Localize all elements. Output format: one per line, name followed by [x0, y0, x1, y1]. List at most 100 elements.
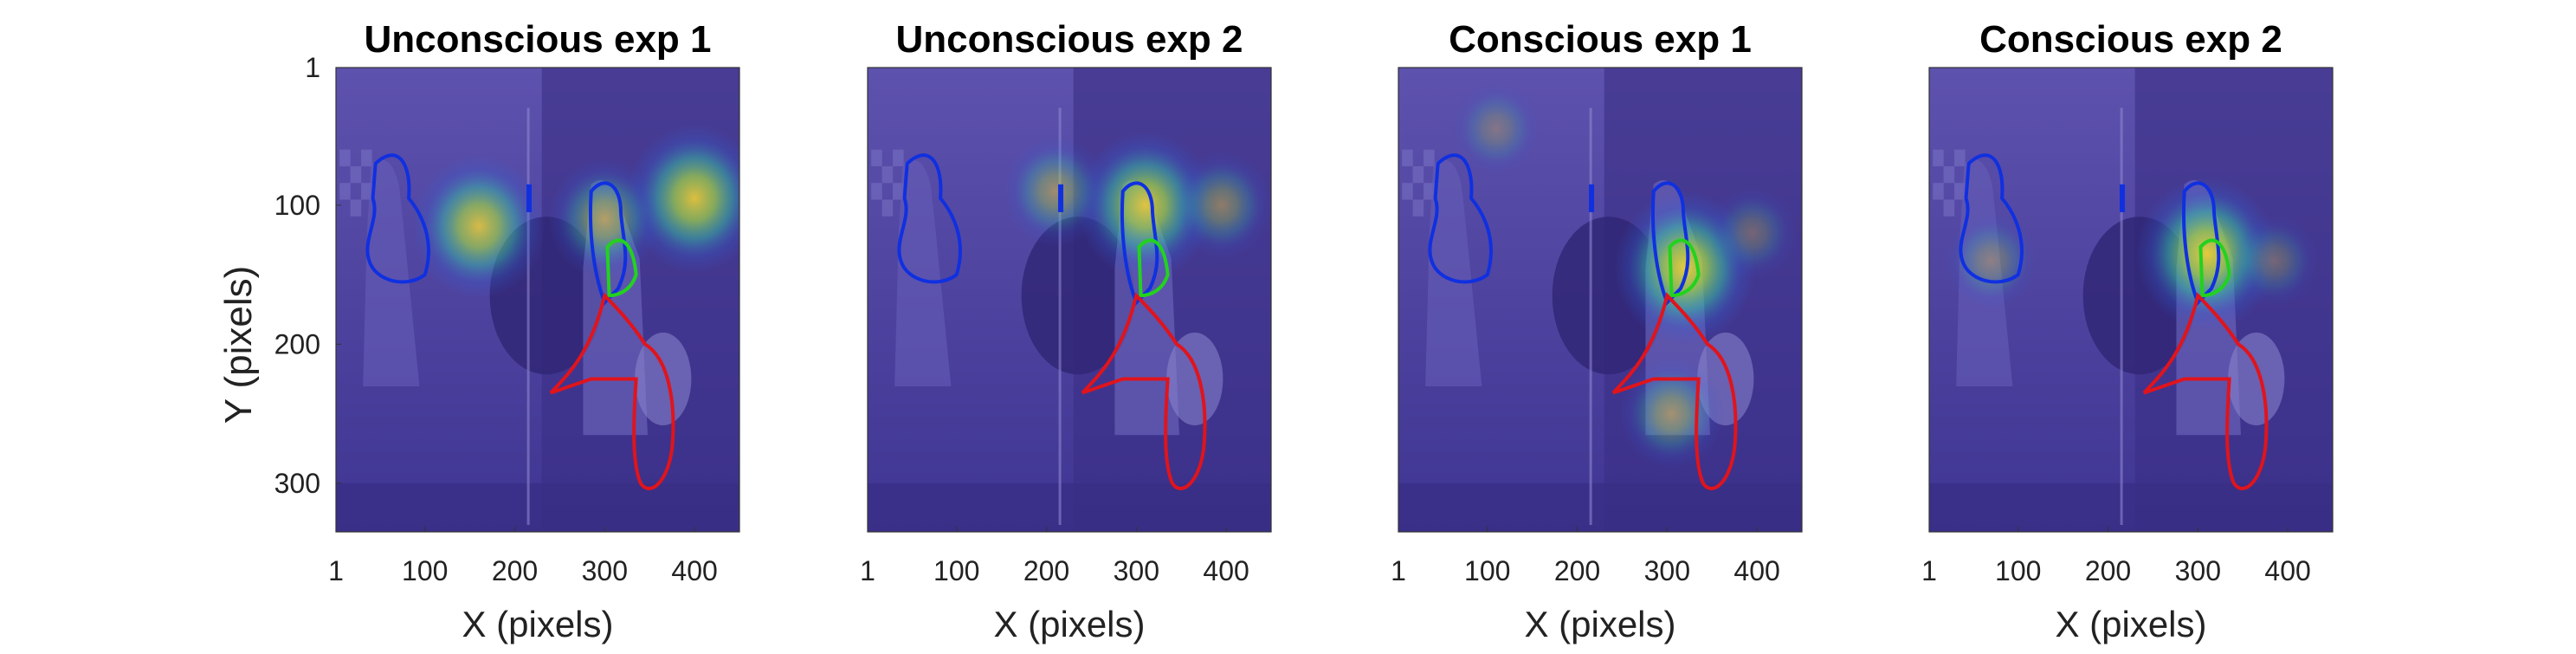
y-axis-label: Y (pixels): [217, 266, 260, 424]
wall-check: [871, 149, 882, 166]
contour-green-hand: [605, 238, 638, 298]
drum-kit: [1166, 332, 1223, 426]
heatmap-panel-1: Unconscious exp 1 1 100 200 300 400 X (pixels)…: [274, 18, 740, 644]
stage-floor: [336, 482, 739, 532]
wall-check: [361, 149, 372, 166]
x-tick-label: 200: [1554, 555, 1600, 586]
y-tick-label: 300: [274, 468, 320, 499]
x-tick-label: 1: [860, 555, 875, 586]
heatmap-panel-4: Conscious exp 2 1 100 200 300 400 X (pixels): [1921, 18, 2334, 644]
heat-hotspot: [1171, 152, 1271, 259]
heatmap-panel-2: Unconscious exp 2 1 100 200 300 400 X (pixels): [860, 18, 1272, 644]
wall-check: [1412, 165, 1424, 184]
x-tick-label: 100: [1995, 555, 2041, 586]
x-tick-label: 300: [2175, 555, 2221, 586]
wall-check: [893, 149, 904, 166]
scene-image: [1929, 68, 2333, 532]
wall-check: [1933, 149, 1944, 166]
contour-red-body: [1081, 292, 1207, 490]
axes-frame: [1928, 67, 2334, 533]
wall-check: [1424, 149, 1435, 166]
contour-blue-mic: [1589, 184, 1595, 212]
wall-check: [1402, 183, 1413, 200]
stage-floor: [1929, 482, 2333, 532]
panel-title: Unconscious exp 2: [895, 18, 1243, 61]
contour-blue-mic: [1058, 184, 1064, 212]
scene-image: [1398, 68, 1802, 532]
wall-check: [339, 183, 351, 200]
contour-blue-center-head: [588, 181, 628, 306]
contour-red-body: [1611, 292, 1738, 490]
y-tick-label: 1: [305, 52, 320, 83]
wall-check: [881, 165, 894, 184]
x-tick-label: 200: [2085, 555, 2131, 586]
x-axis-label: X (pixels): [462, 604, 613, 644]
heatmap-panel-3: Conscious exp 1 1 100 200 300 400 X (pixels): [1391, 18, 1803, 644]
heat-hotspot: [1003, 135, 1108, 248]
wall-check: [339, 149, 351, 166]
axes-frame: [335, 67, 740, 533]
contour-blue-mic: [2120, 184, 2126, 212]
contour-blue-left-person: [897, 153, 962, 284]
contour-red-body: [549, 292, 675, 490]
wall-check: [871, 183, 882, 200]
x-axis-label: X (pixels): [993, 604, 1145, 644]
y-tick-label: 100: [274, 190, 320, 221]
contour-green-hand: [1668, 238, 1701, 298]
x-tick-label: 200: [492, 555, 538, 586]
panel-title: Conscious exp 2: [1979, 18, 2282, 61]
contour-blue-left-person: [1959, 153, 2024, 284]
panels-layer: Unconscious exp 1 1 100 200 300 400 X (pixels)…: [274, 18, 2334, 644]
x-tick-label: 400: [671, 555, 717, 586]
x-tick-label: 1: [328, 555, 344, 586]
heat-hotspot: [548, 159, 662, 280]
axes-frame: [1398, 67, 1803, 533]
x-axis-label: X (pixels): [1524, 604, 1675, 644]
contour-green-hand: [1137, 238, 1170, 298]
wall-check: [1943, 165, 1955, 184]
x-tick-label: 300: [582, 555, 628, 586]
wall-check: [1412, 199, 1424, 217]
wall-check: [1954, 149, 1966, 166]
y-tick-label: 200: [274, 328, 320, 359]
wall-check: [1943, 199, 1955, 217]
x-tick-label: 400: [2264, 555, 2310, 586]
contour-blue-center-head: [2181, 181, 2221, 306]
heat-hotspot: [412, 153, 546, 299]
x-tick-label: 100: [402, 555, 448, 586]
x-tick-label: 200: [1023, 555, 1069, 586]
contour-blue-center-head: [1120, 181, 1159, 306]
axes-frame: [867, 67, 1272, 533]
contour-blue-mic: [526, 184, 533, 212]
scene-image: [868, 68, 1271, 532]
wall-check: [1933, 183, 1944, 200]
stage-floor: [868, 482, 1271, 532]
drum-kit: [635, 332, 692, 426]
x-tick-label: 100: [1464, 555, 1510, 586]
heat-hotspot: [2230, 214, 2319, 308]
wall-check: [881, 199, 894, 217]
contour-red-body: [2142, 292, 2269, 490]
contour-blue-left-person: [365, 153, 430, 284]
heat-hotspot: [1076, 131, 1214, 280]
heat-hotspot: [1451, 82, 1541, 176]
x-tick-label: 1: [1921, 555, 1937, 586]
x-tick-label: 400: [1203, 555, 1249, 586]
contour-green-hand: [2198, 238, 2231, 298]
x-tick-label: 300: [1644, 555, 1690, 586]
x-tick-label: 400: [1733, 555, 1779, 586]
wall-check: [350, 199, 362, 217]
x-tick-label: 300: [1114, 555, 1159, 586]
left-guitarist-silhouette: [363, 159, 420, 387]
wall-check: [350, 165, 362, 184]
x-tick-label: 1: [1391, 555, 1406, 586]
x-axis-label: X (pixels): [2055, 604, 2206, 644]
x-tick-label: 100: [933, 555, 979, 586]
stage-floor: [1398, 482, 1802, 532]
panel-title: Unconscious exp 1: [364, 18, 711, 61]
drum-kit: [2228, 332, 2285, 426]
heat-hotspot: [1708, 186, 1798, 280]
contour-blue-left-person: [1428, 153, 1493, 284]
contour-blue-center-head: [1650, 181, 1690, 306]
